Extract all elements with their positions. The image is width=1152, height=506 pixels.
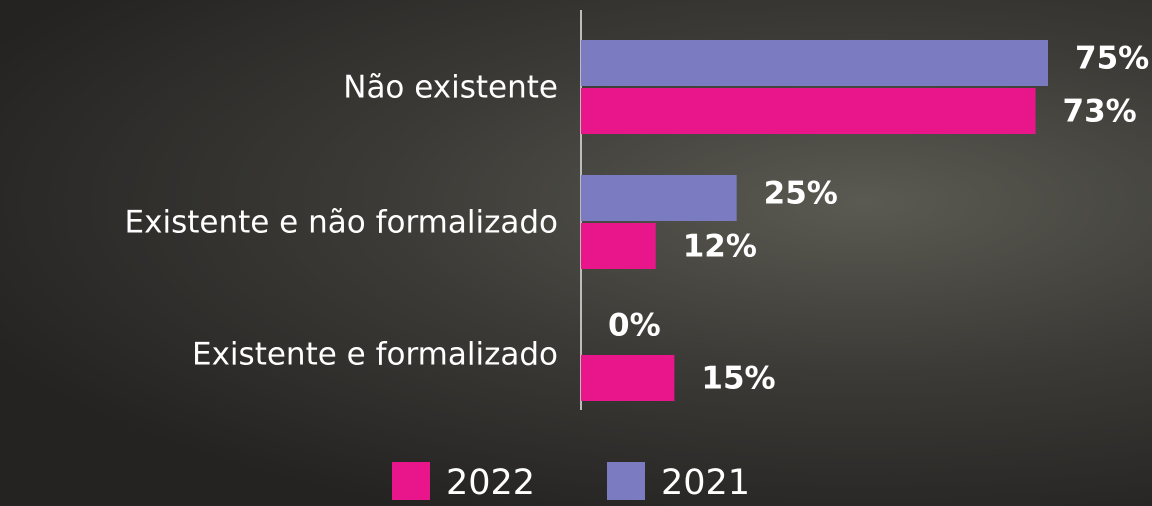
value-label: 0% [608, 308, 661, 344]
value-label: 75% [1075, 41, 1149, 77]
category-label: Existente e não formalizado [125, 205, 558, 241]
bar [581, 40, 1048, 86]
legend-swatch [392, 462, 430, 500]
bar [581, 88, 1036, 134]
bar [581, 223, 656, 269]
category-label: Não existente [343, 70, 558, 106]
value-label: 25% [764, 176, 838, 212]
bar [581, 175, 737, 221]
bar [581, 355, 675, 401]
value-label: 15% [701, 361, 775, 397]
legend-swatch [607, 462, 645, 500]
legend-label: 2021 [661, 463, 750, 503]
category-label: Existente e formalizado [192, 337, 558, 373]
legend-label: 2022 [446, 463, 535, 503]
value-label: 73% [1063, 94, 1137, 130]
value-label: 12% [683, 229, 757, 265]
